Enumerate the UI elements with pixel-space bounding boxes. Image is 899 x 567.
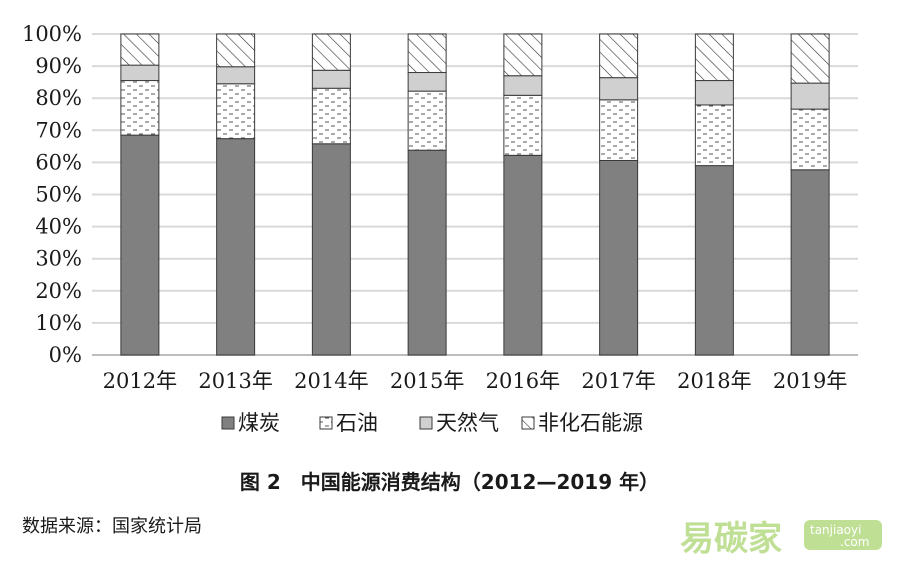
figure-caption: 图 2 中国能源消费结构（2012—2019 年） bbox=[239, 470, 660, 494]
bar-segment bbox=[311, 33, 351, 71]
bar-segment bbox=[120, 80, 160, 136]
bar-segment bbox=[216, 33, 256, 68]
y-tick-label: 100% bbox=[22, 22, 82, 46]
y-tick-label: 40% bbox=[35, 215, 82, 239]
x-tick-label: 2018年 bbox=[677, 369, 751, 393]
legend-item: 石油 bbox=[319, 411, 378, 435]
x-tick-label: 2013年 bbox=[198, 369, 272, 393]
bar-segment bbox=[120, 33, 160, 66]
legend-label: 石油 bbox=[336, 411, 378, 435]
y-tick-label: 30% bbox=[35, 247, 82, 271]
legend: 煤炭 石油 天然气 非化石能源 bbox=[221, 411, 643, 435]
gridlines bbox=[92, 33, 858, 356]
bar-segment bbox=[503, 75, 543, 96]
stacked-bar-chart: 0%10%20%30%40%50%60%70%80%90%100% 2012年 2… bbox=[22, 22, 858, 435]
y-axis: 0% 10% 20% 30% 40% 50% 60% 70% 80% 90% 100% bbox=[22, 22, 82, 367]
data-source-note: 数据来源：国家统计局 bbox=[22, 516, 202, 537]
y-tick-label: 90% bbox=[35, 54, 82, 78]
legend-label: 非化石能源 bbox=[538, 411, 643, 435]
bar-segment bbox=[790, 169, 830, 356]
watermark-logo: 易碳家 tanjiaoyi .com bbox=[680, 519, 882, 559]
y-tick-label: 80% bbox=[35, 86, 82, 110]
bar-segment bbox=[599, 159, 639, 356]
bar-segment bbox=[599, 77, 639, 101]
x-tick-label: 2017年 bbox=[581, 369, 655, 393]
legend-item: 非化石能源 bbox=[521, 411, 643, 435]
bar-segment bbox=[694, 80, 734, 106]
watermark-badge: tanjiaoyi bbox=[810, 523, 861, 537]
bar-segment bbox=[311, 143, 351, 356]
legend-swatch bbox=[419, 416, 433, 430]
bar-segment bbox=[120, 134, 160, 356]
bar-segment bbox=[790, 82, 830, 110]
y-tick-label: 10% bbox=[35, 311, 82, 335]
bar-segment bbox=[407, 33, 447, 74]
x-tick-label: 2019年 bbox=[773, 369, 847, 393]
bar-segment bbox=[694, 104, 734, 167]
bar-segment bbox=[503, 33, 543, 77]
watermark-badge-sub: .com bbox=[840, 535, 869, 549]
watermark-text: 易碳家 bbox=[680, 519, 782, 559]
bars bbox=[120, 33, 830, 356]
bar-segment bbox=[311, 87, 351, 145]
bar-segment bbox=[407, 90, 447, 151]
bar-segment bbox=[790, 108, 830, 171]
y-tick-label: 50% bbox=[35, 183, 82, 207]
legend-swatch bbox=[521, 416, 535, 430]
bar-segment bbox=[599, 99, 639, 161]
y-tick-label: 0% bbox=[49, 343, 82, 367]
x-tick-label: 2016年 bbox=[486, 369, 560, 393]
x-axis: 2012年 2013年 2014年 2015年 2016年 2017年 2018年 2019年 bbox=[103, 369, 848, 393]
bar-segment bbox=[311, 69, 351, 89]
bar-segment bbox=[407, 149, 447, 356]
bar-segment bbox=[407, 72, 447, 92]
x-tick-label: 2014年 bbox=[294, 369, 368, 393]
bar-segment bbox=[216, 138, 256, 356]
legend-item: 天然气 bbox=[419, 411, 499, 435]
bar-segment bbox=[503, 154, 543, 356]
x-tick-label: 2015年 bbox=[390, 369, 464, 393]
bar-segment bbox=[216, 83, 256, 140]
legend-swatch bbox=[319, 416, 333, 430]
legend-swatch bbox=[221, 416, 235, 430]
bar-segment bbox=[120, 64, 160, 82]
bar-segment bbox=[216, 66, 256, 85]
legend-item: 煤炭 bbox=[221, 411, 280, 435]
bar-segment bbox=[694, 33, 734, 82]
legend-label: 天然气 bbox=[436, 411, 499, 435]
y-tick-label: 60% bbox=[35, 150, 82, 174]
bar-segment bbox=[694, 165, 734, 356]
y-tick-label: 70% bbox=[35, 118, 82, 142]
bar-segment bbox=[790, 33, 830, 84]
bar-segment bbox=[503, 94, 543, 156]
legend-label: 煤炭 bbox=[238, 411, 280, 435]
x-tick-label: 2012年 bbox=[103, 369, 177, 393]
y-tick-label: 20% bbox=[35, 279, 82, 303]
bar-segment bbox=[599, 33, 639, 79]
